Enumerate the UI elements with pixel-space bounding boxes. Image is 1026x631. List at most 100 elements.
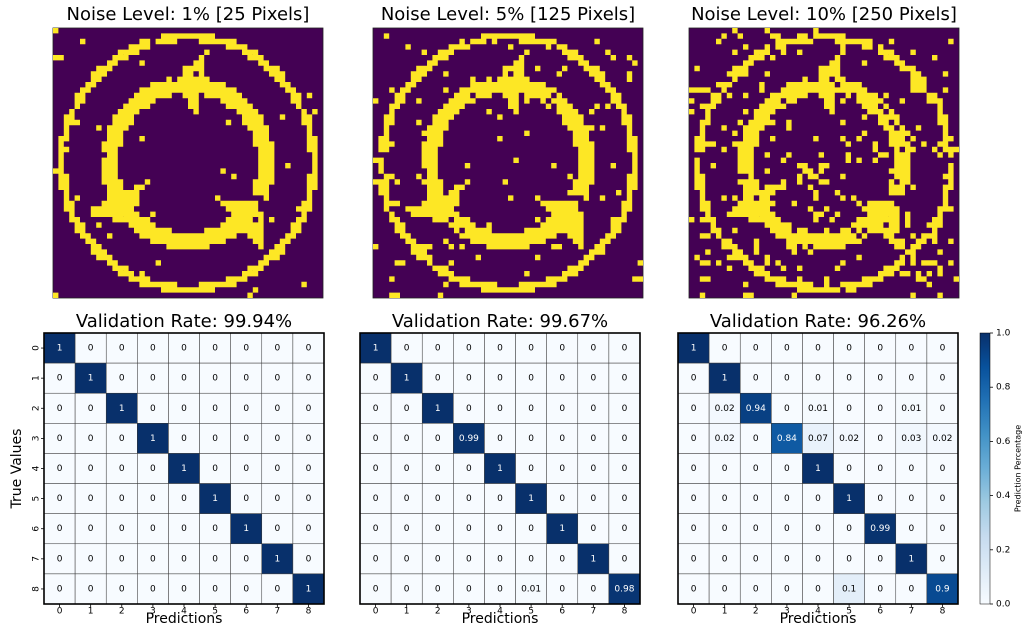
cell-label: 0	[908, 524, 914, 534]
y-tick-label: 0	[32, 345, 42, 351]
cell-label: 0	[88, 554, 94, 564]
y-axis-label: True Values	[9, 429, 25, 510]
cell-label: 0	[88, 404, 94, 414]
cell-label: 0	[181, 524, 187, 534]
cell-label: 0	[212, 524, 218, 534]
cell-label: 0	[404, 464, 410, 474]
cell-label: 0	[373, 434, 379, 444]
cell-label: 0	[559, 494, 565, 504]
cell-label: 0	[497, 494, 503, 504]
cell-label: 0	[373, 584, 379, 594]
cell-label: 1	[722, 374, 728, 384]
cell-label: 0	[57, 494, 63, 504]
cell-label: 1	[306, 584, 312, 594]
cell-label: 0	[57, 554, 63, 564]
cell-label: 1	[908, 554, 914, 564]
cell-label: 0	[306, 554, 312, 564]
cell-label: 0	[373, 554, 379, 564]
cell-label: 0	[590, 344, 596, 354]
cell-label: 0.03	[901, 434, 921, 444]
cell-label: 0	[691, 374, 697, 384]
cell-label: 0	[528, 374, 534, 384]
cell-label: 0	[404, 494, 410, 504]
cell-label: 0	[877, 374, 883, 384]
cell-label: 0	[559, 434, 565, 444]
cell-label: 0	[181, 554, 187, 564]
cell-label: 0.1	[842, 584, 856, 594]
cell-label: 0	[88, 494, 94, 504]
cell-label: 0	[274, 584, 280, 594]
cell-label: 0	[753, 494, 759, 504]
cell-label: 0	[753, 554, 759, 564]
cell-label: 0	[908, 464, 914, 474]
cell-label: 1	[274, 554, 280, 564]
cell-label: 0	[243, 434, 249, 444]
y-tick-label: 5	[32, 496, 42, 502]
cell-label: 0	[150, 494, 156, 504]
cell-label: 0	[212, 344, 218, 354]
cell-label: 0	[784, 404, 790, 414]
cell-label: 0	[622, 404, 628, 414]
cell-label: 0	[150, 344, 156, 354]
x-tick-label: 0	[373, 607, 379, 617]
cell-label: 0.02	[932, 434, 952, 444]
colorbar	[980, 333, 990, 604]
cell-label: 0	[119, 464, 125, 474]
cell-label: 0	[435, 554, 441, 564]
cell-label: 0	[940, 464, 946, 474]
cell-label: 0	[497, 404, 503, 414]
cell-label: 0	[306, 524, 312, 534]
cell-label: 0	[815, 554, 821, 564]
cell-label: 0	[908, 344, 914, 354]
cell-label: 0	[243, 494, 249, 504]
cell-label: 0	[622, 374, 628, 384]
cell-label: 0	[404, 554, 410, 564]
cell-label: 0	[722, 524, 728, 534]
cell-label: 0	[722, 344, 728, 354]
cell-label: 1	[435, 404, 441, 414]
cell-label: 0	[784, 554, 790, 564]
cell-label: 1	[497, 464, 503, 474]
cell-label: 0	[57, 434, 63, 444]
y-tick-label: 6	[32, 526, 42, 532]
cell-label: 0	[274, 494, 280, 504]
cell-label: 0	[88, 344, 94, 354]
cell-label: 0	[497, 524, 503, 534]
cell-label: 0.02	[715, 434, 735, 444]
cell-label: 0	[622, 554, 628, 564]
cell-label: 0	[940, 524, 946, 534]
cell-label: 0	[181, 494, 187, 504]
cell-label: 0	[466, 584, 472, 594]
cell-label: 0	[559, 374, 565, 384]
cell-label: 0	[846, 374, 852, 384]
x-tick-label: 7	[274, 607, 280, 617]
cell-label: 0	[243, 464, 249, 474]
cell-label: 0	[88, 464, 94, 474]
x-tick-label: 2	[753, 607, 759, 617]
cell-label: 0	[622, 494, 628, 504]
x-tick-label: 7	[908, 607, 914, 617]
cell-label: 0	[559, 464, 565, 474]
cell-label: 0.99	[459, 434, 479, 444]
cell-label: 0	[150, 524, 156, 534]
cell-label: 0	[435, 344, 441, 354]
cell-label: 0	[150, 584, 156, 594]
cell-label: 0.01	[521, 584, 541, 594]
cell-label: 0	[877, 494, 883, 504]
cell-label: 0	[306, 344, 312, 354]
cell-label: 0	[466, 374, 472, 384]
cell-label: 0	[119, 524, 125, 534]
cell-label: 0	[559, 344, 565, 354]
cell-label: 0	[57, 404, 63, 414]
cell-label: 0	[181, 404, 187, 414]
cell-label: 0	[306, 374, 312, 384]
cell-label: 0	[243, 554, 249, 564]
cell-label: 0	[57, 584, 63, 594]
colorbar-tick-label: 0.6	[996, 437, 1011, 447]
cell-label: 0	[559, 404, 565, 414]
cell-label: 0.07	[808, 434, 828, 444]
cell-label: 0	[528, 524, 534, 534]
cell-label: 0	[846, 554, 852, 564]
cell-label: 0	[373, 524, 379, 534]
cell-label: 0.01	[808, 404, 828, 414]
